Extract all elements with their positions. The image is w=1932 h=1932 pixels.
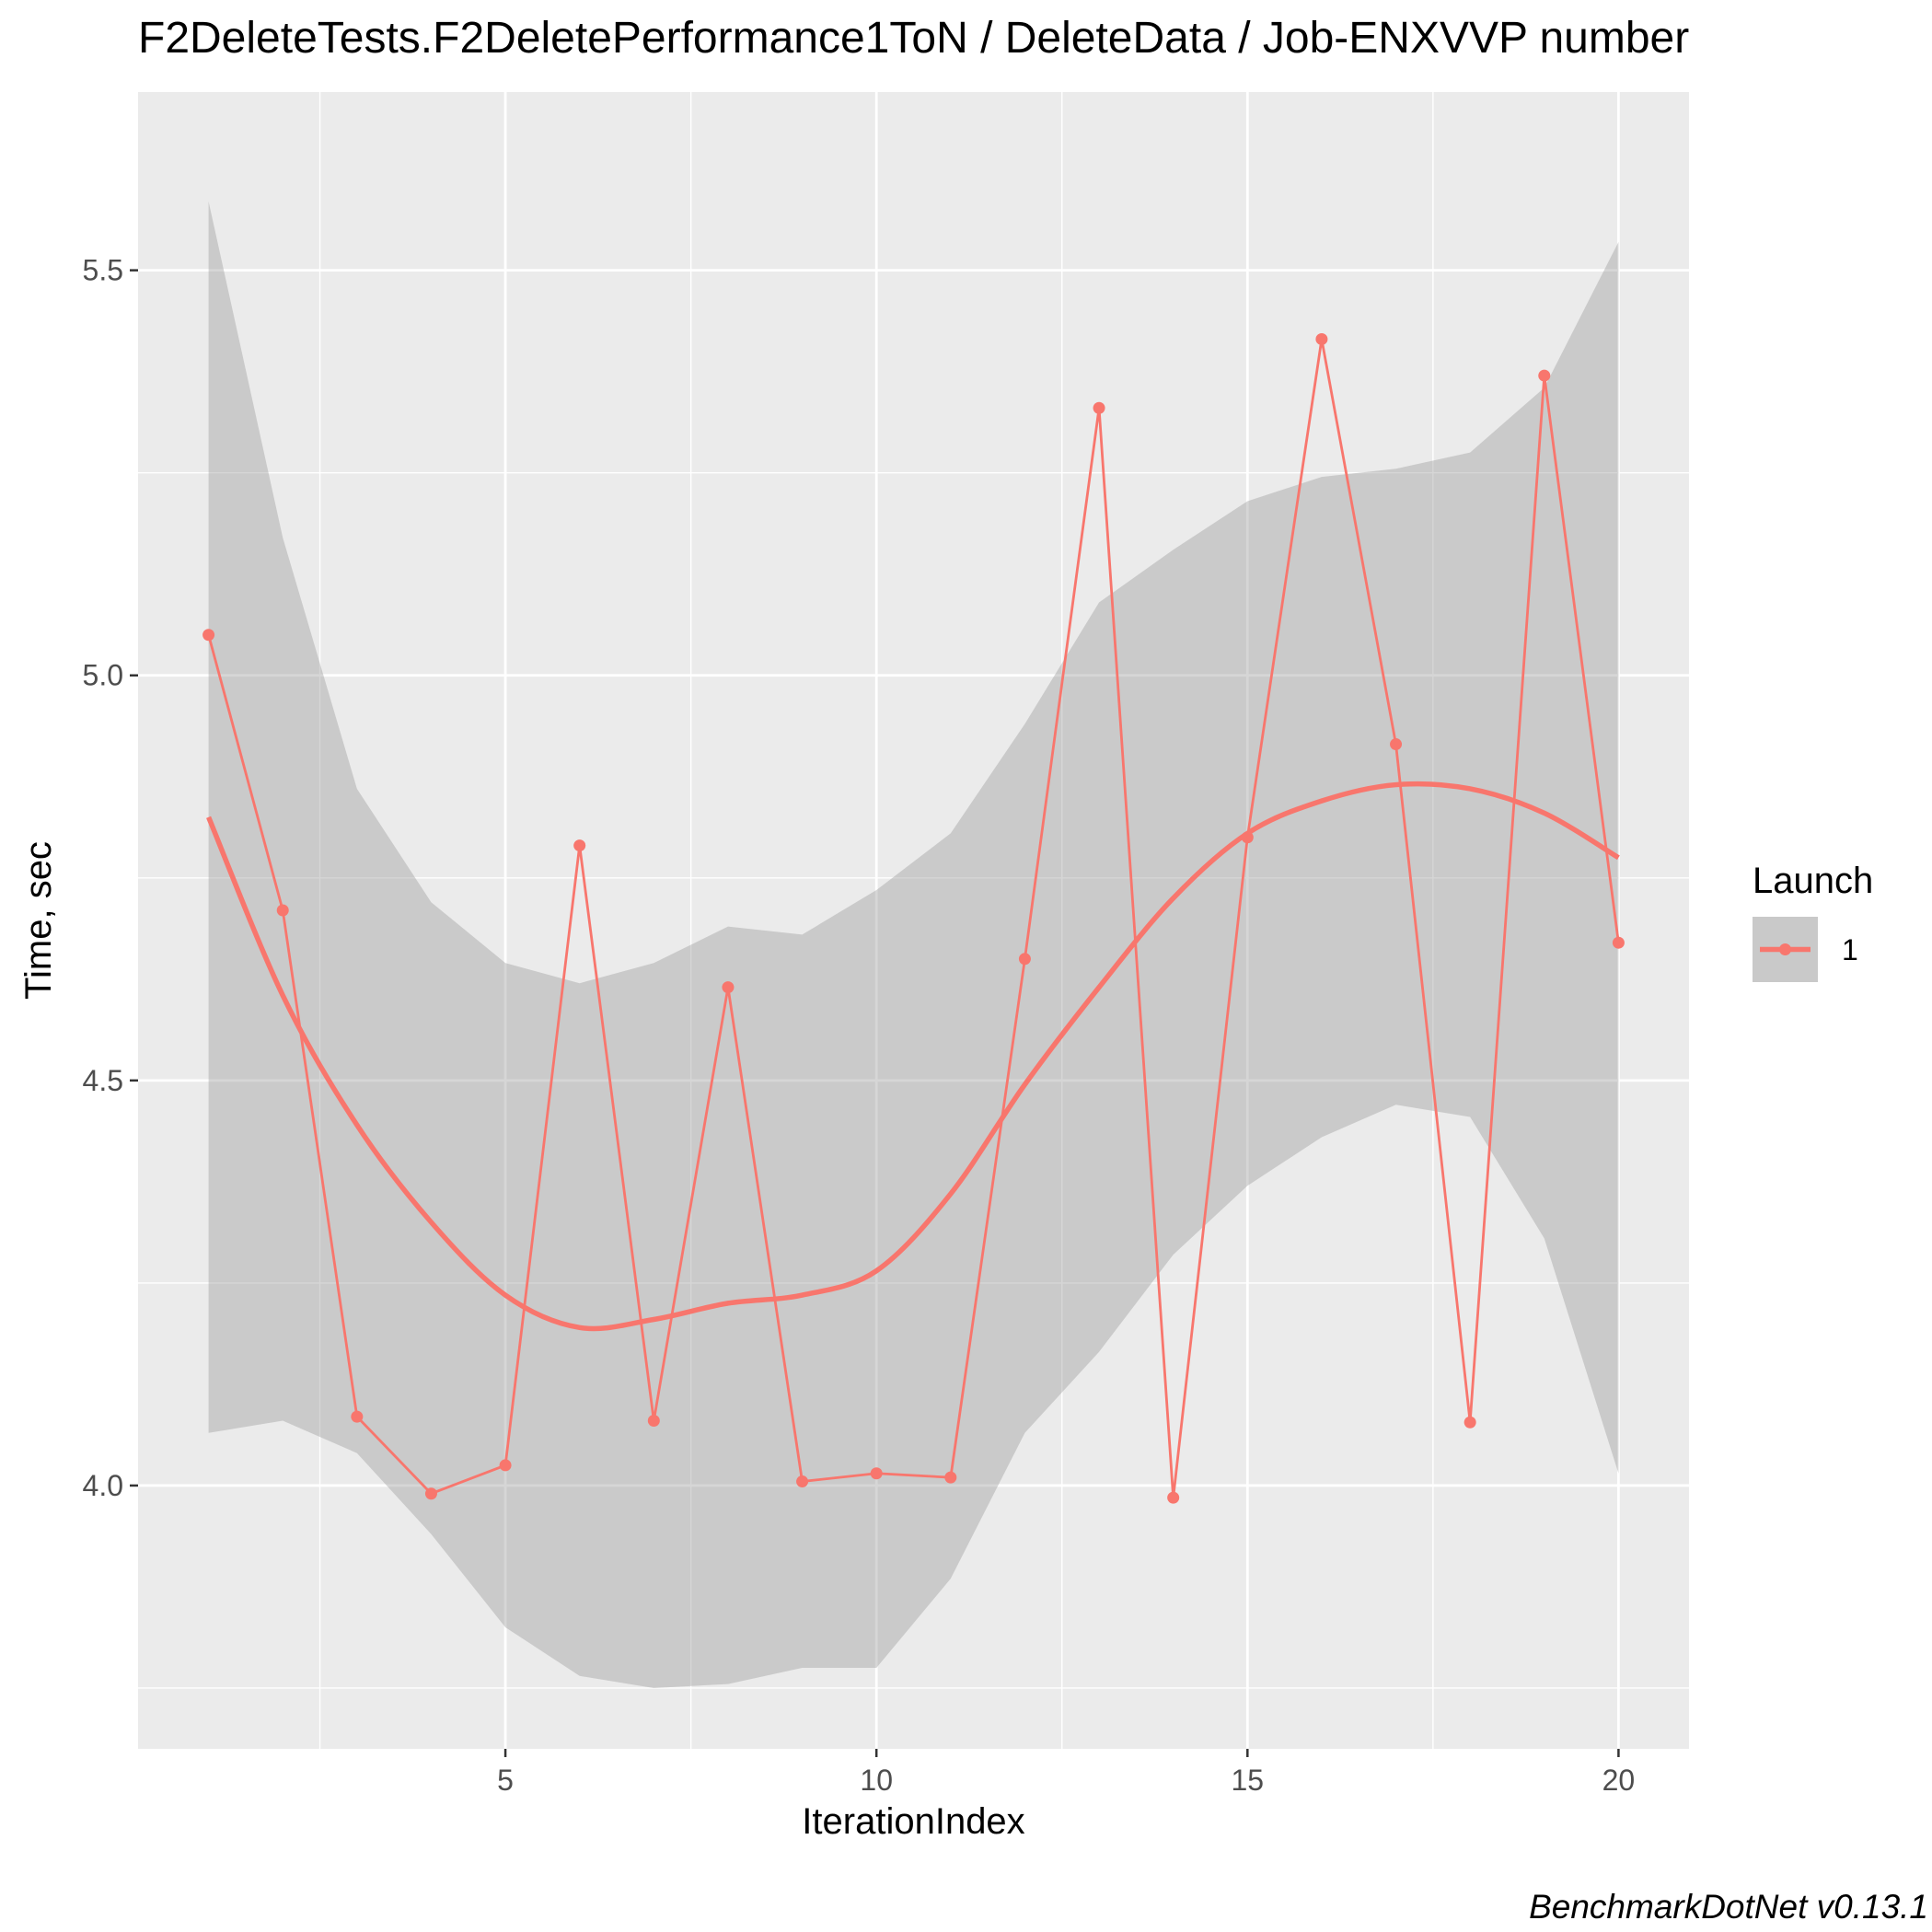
data-point xyxy=(573,839,586,852)
data-point xyxy=(1390,738,1403,751)
x-tick-label: 20 xyxy=(1602,1764,1636,1797)
x-tick-label: 15 xyxy=(1232,1764,1265,1797)
data-point xyxy=(351,1410,364,1423)
y-axis-title: Time, sec xyxy=(18,841,59,1000)
data-point xyxy=(1538,369,1551,382)
x-axis-title: IterationIndex xyxy=(802,1801,1024,1842)
data-point xyxy=(870,1467,883,1480)
y-tick-label: 4.0 xyxy=(83,1469,123,1502)
smooth-line xyxy=(206,781,1620,1332)
series-line xyxy=(207,339,1620,1498)
data-point xyxy=(1463,1416,1476,1429)
legend-key-point xyxy=(1779,943,1791,955)
data-point xyxy=(1315,332,1328,345)
confidence-band xyxy=(208,201,1619,1688)
y-tick-label: 4.5 xyxy=(83,1064,123,1097)
data-point xyxy=(276,904,289,917)
data-point xyxy=(1612,936,1625,949)
data-point xyxy=(796,1475,809,1488)
data-point xyxy=(202,629,215,642)
y-tick-label: 5.5 xyxy=(83,254,123,287)
x-tick-label: 10 xyxy=(860,1764,893,1797)
data-point xyxy=(424,1487,437,1500)
data-point xyxy=(647,1415,660,1428)
chart-caption: BenchmarkDotNet v0.13.1 xyxy=(1529,1888,1928,1926)
y-tick-label: 5.0 xyxy=(83,659,123,692)
data-point xyxy=(1093,401,1105,414)
data-point xyxy=(499,1459,512,1472)
legend-label: 1 xyxy=(1842,933,1858,966)
data-point xyxy=(1018,953,1031,966)
data-point xyxy=(944,1471,957,1484)
plot-panel xyxy=(138,92,1689,1749)
chart-title: F2DeleteTests.F2DeletePerformance1ToN / … xyxy=(138,14,1690,63)
data-point xyxy=(722,981,735,994)
data-point xyxy=(1167,1491,1180,1504)
x-tick-label: 5 xyxy=(497,1764,514,1797)
legend-title: Launch xyxy=(1753,861,1873,901)
